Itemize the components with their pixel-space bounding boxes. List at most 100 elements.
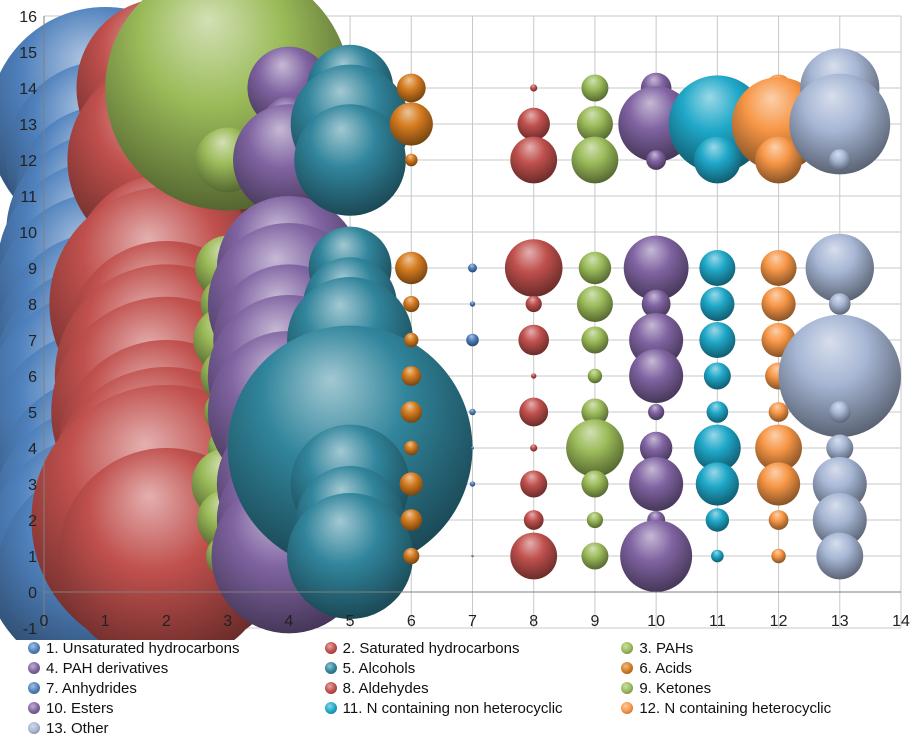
legend-item: 11. N containing non heterocyclic [324,699,622,717]
bubble-point [287,493,414,619]
bubble-point [812,493,867,547]
bubble-point [761,286,796,322]
y-tick-label: 1 [28,549,37,566]
y-tick-label: 4 [28,441,37,458]
y-tick-label: 8 [28,297,37,314]
legend-label: 2. Saturated hydrocarbons [342,639,520,657]
bubble-point [471,446,474,450]
legend-marker-icon [324,682,337,694]
bubble-point [566,419,624,477]
bubble-point [468,263,477,273]
legend-marker-icon [621,642,634,654]
bubble-point [523,510,544,530]
legend-label: 12. N containing heterocyclic [639,699,832,717]
bubble-point [531,373,537,379]
legend: 1. Unsaturated hydrocarbons 2. Saturated … [28,638,918,738]
bubble-point [699,322,736,358]
bubble-chart: 0 1 2 3 4 5 6 7 8 9 10 11 12 13 14 -101234567891011121… [0,0,910,640]
legend-row: 13. Other [28,718,918,738]
x-tick-label: 4 [284,613,293,630]
bubble-point [693,424,741,472]
bubble-point [586,511,604,529]
y-tick-label: 9 [28,261,37,278]
bubble-point [581,542,609,570]
y-tick-label: 16 [19,9,37,26]
bubble-point [828,149,851,171]
bubble-point [403,547,420,565]
bubble-point [629,457,684,511]
y-tick-label: 13 [19,117,37,134]
bubble-point [571,136,619,184]
x-tick-label: 5 [346,613,355,630]
bubble-point [805,233,874,303]
x-tick-label: 14 [892,613,910,630]
y-tick-label: -1 [23,621,37,638]
legend-row: 1. Unsaturated hydrocarbons 2. Saturated … [28,638,918,658]
bubble-point [587,368,603,384]
x-tick-label: 12 [770,613,788,630]
x-tick-label: 9 [590,613,599,630]
x-tick-label: 1 [101,613,110,630]
bubble-point [828,293,851,315]
bubble-point [699,250,736,286]
y-tick-label: 12 [19,153,37,170]
legend-marker-icon [621,662,634,674]
y-tick-label: 3 [28,477,37,494]
bubble-point [706,401,729,423]
bubble-point [703,362,731,390]
bubble-point [581,398,609,426]
bubble-point [466,333,479,347]
bubble-point [469,481,476,487]
bubble-point [395,251,428,285]
bubble-point [518,324,550,356]
y-tick-label: 14 [19,81,37,98]
bubble-point [768,402,789,422]
bubble-point [471,554,474,558]
bubble-point [768,510,789,530]
x-tick-label: 6 [407,613,416,630]
bubble-point [530,444,538,452]
bubble-point [403,295,420,313]
bubble-point [695,462,739,506]
legend-item: 1. Unsaturated hydrocarbons [28,640,325,657]
legend-label: 4. PAH derivatives [46,659,169,677]
legend-marker-icon [28,662,40,674]
bubble-point [828,401,851,423]
bubble-point [756,462,801,506]
bubble-point [469,301,476,307]
legend-item: 12. N containing heterocyclic [621,700,918,717]
legend-label: 6. Acids [639,659,692,677]
bubble-point [581,74,609,102]
y-tick-label: 0 [28,585,37,602]
bubble-point [510,136,558,184]
bubbles [0,0,901,640]
x-tick-label: 10 [647,613,665,630]
x-tick-label: 2 [162,613,171,630]
bubble-point [404,332,419,348]
bubble-point [789,73,891,175]
bubble-point [641,289,671,319]
bubble-point [530,84,538,92]
bubble-point [700,286,735,322]
legend-item: 2. Saturated hydrocarbons [324,639,622,657]
legend-marker-icon [324,662,337,674]
legend-item: 8. Aldehydes [324,679,622,697]
bubble-point [510,532,558,580]
legend-label: 3. PAHs [639,639,694,657]
bubble-point [400,509,423,531]
x-tick-label: 3 [223,613,232,630]
legend-marker-icon [28,642,40,654]
legend-label: 8. Aldehydes [342,679,429,697]
bubble-point [755,424,802,472]
bubble-point [711,549,724,563]
legend-item: 9. Ketones [621,680,918,697]
bubble-point [760,250,797,286]
bubble-point [504,239,563,297]
legend-label: 11. N containing non heterocyclic [342,699,563,717]
legend-marker-icon [621,682,634,694]
y-tick-label: 11 [20,189,37,206]
legend-label: 13. Other [46,719,109,737]
legend-item: 13. Other [28,720,333,737]
bubble-point [648,403,665,421]
legend-label: 10. Esters [46,699,114,717]
